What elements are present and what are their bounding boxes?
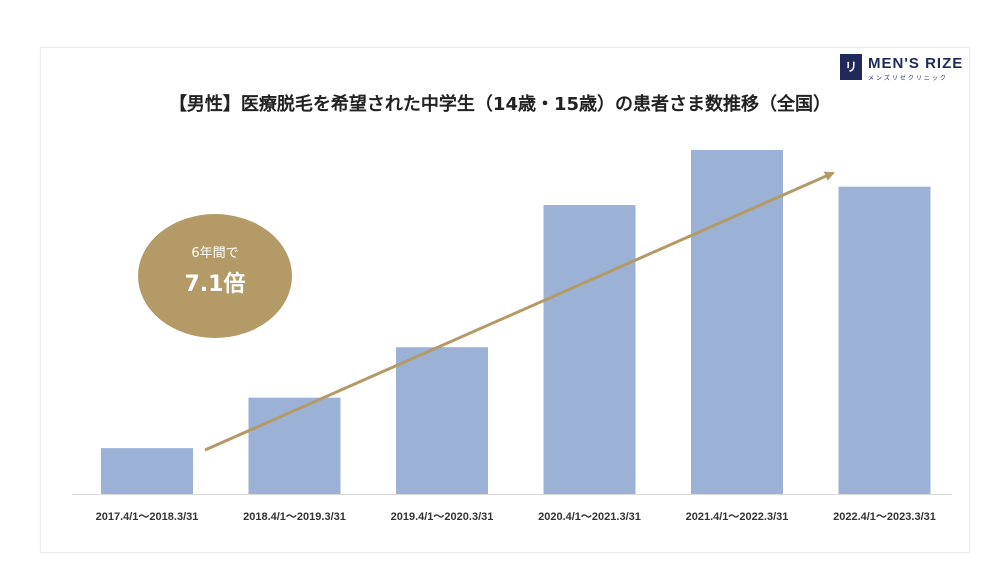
trend-arrow <box>204 171 835 452</box>
badge-multiplier: 7.1倍 <box>184 272 246 297</box>
x-tick-label-5: 2021.4/1～2022.3/31 <box>686 511 789 523</box>
x-tick-label-2: 2018.4/1～2019.3/31 <box>243 511 346 523</box>
logo-subtext: メンズリゼクリニック <box>868 75 948 82</box>
chart-title: 【男性】医療脱毛を希望された中学生（14歳・15歳）の患者さま数推移（全国） <box>168 94 832 115</box>
bar-4 <box>543 205 636 495</box>
x-tick-label-4: 2020.4/1～2021.3/31 <box>538 511 641 523</box>
bar-2 <box>248 397 341 494</box>
bar-3 <box>396 347 488 494</box>
logo-text: MEN'S RIZE <box>868 55 964 72</box>
logo-mark-icon: リゼ <box>840 54 862 100</box>
badge-caption: 6年間で <box>191 246 239 261</box>
x-tick-label-3: 2019.4/1～2020.3/31 <box>391 511 494 523</box>
x-axis-tick-labels: 2017.4/1～2018.3/31 2018.4/1～2019.3/31 2019… <box>96 511 936 523</box>
bar-5 <box>691 150 783 494</box>
bar-6 <box>838 186 931 494</box>
x-tick-label-1: 2017.4/1～2018.3/31 <box>96 511 199 523</box>
brand-logo: リゼ MEN'S RIZE メンズリゼクリニック <box>840 54 970 100</box>
bar-1 <box>101 448 193 494</box>
growth-badge: 6年間で 7.1倍 <box>138 214 292 338</box>
bar-series <box>101 150 931 495</box>
x-tick-label-6: 2022.4/1～2023.3/31 <box>833 511 936 523</box>
